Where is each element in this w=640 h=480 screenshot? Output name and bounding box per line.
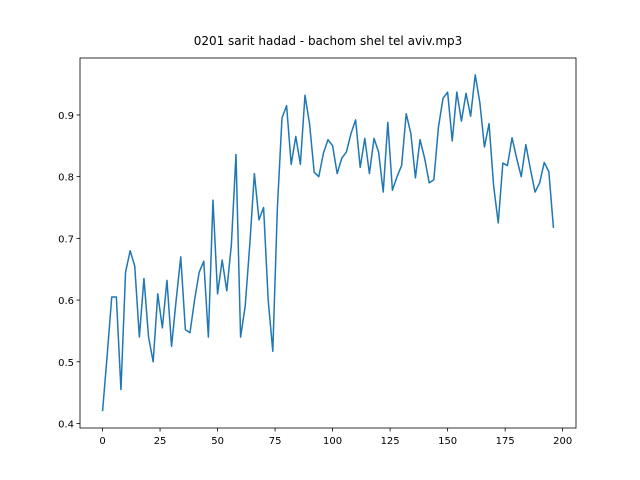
x-tick-label: 150 <box>438 436 457 447</box>
x-tick-label: 75 <box>269 436 282 447</box>
y-tick-label: 0.4 <box>58 419 74 430</box>
x-tick-label: 50 <box>211 436 224 447</box>
y-tick-label: 0.8 <box>58 173 74 184</box>
x-tick-label: 0 <box>99 436 105 447</box>
x-tick-label: 125 <box>381 436 400 447</box>
y-tick-label: 0.9 <box>58 111 74 122</box>
x-tick-label: 25 <box>154 436 167 447</box>
chart-title: 0201 sarit hadad - bachom shel tel aviv.… <box>194 34 463 48</box>
x-tick-label: 175 <box>496 436 515 447</box>
y-tick-label: 0.5 <box>58 358 74 369</box>
axes-frame <box>79 57 577 429</box>
x-tick-label: 100 <box>323 436 342 447</box>
data-line <box>101 74 555 412</box>
y-tick-label: 0.7 <box>58 234 74 245</box>
y-tick-label: 0.6 <box>58 296 74 307</box>
x-tick-label: 200 <box>553 436 572 447</box>
